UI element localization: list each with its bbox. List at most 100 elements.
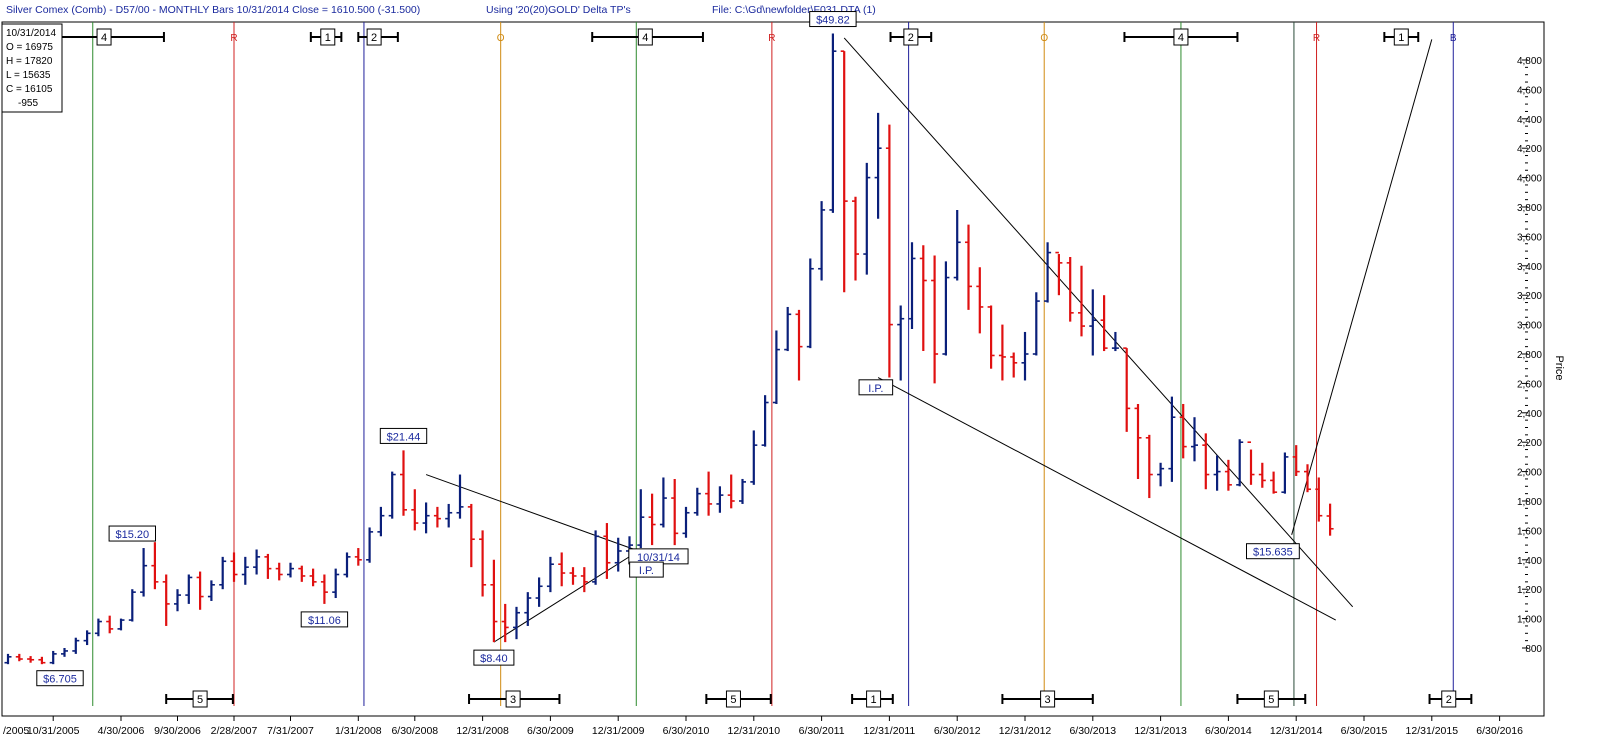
label-text: $15.20 [115,529,149,541]
bottom-cycle-marker: 1 [851,690,894,708]
bottom-cycle-marker: 5 [1236,690,1307,708]
label-box [108,525,156,542]
ohlc-bar [908,242,916,330]
ohlc-bar [818,201,826,281]
ohlc-bar [716,486,724,513]
ohlc-bar [479,530,487,597]
bottom-cycle-marker: 5 [705,690,772,708]
ohlc-bar [275,562,283,581]
y-tick-label: 3,600 [1517,232,1542,243]
x-tick-label: 6/30/2013 [1069,725,1116,737]
ohlc-bar [953,209,961,281]
ohlc-bar [196,571,204,610]
ohlc-bar [1021,331,1029,381]
ohlc-bar [320,574,328,604]
ohlc-bar [546,556,554,593]
y-tick-label: 4,800 [1517,56,1542,67]
ohlc-bar [264,553,272,579]
ohlc-bar [614,537,622,572]
ohlc-change: -955 [18,98,38,109]
ohlc-bar [1100,295,1108,352]
marker-label: 2 [1446,694,1452,706]
ohlc-bar [1326,503,1334,536]
ohlc-bar [1281,452,1289,494]
ohlc-bar [400,450,407,516]
ohlc-bar [162,574,170,626]
ohlc-bar [931,255,939,384]
trendlines [425,37,1433,643]
trendline [877,377,1336,621]
marker-box [1040,690,1056,708]
ohlc-bar [1202,433,1210,490]
marker-label: 4 [1178,32,1184,44]
y-tick-label: 3,800 [1517,203,1542,214]
marker-label: 4 [642,32,648,44]
y-tick-label: 4,000 [1517,174,1542,185]
y-tick-label: 1,600 [1517,526,1542,537]
bottom-cycle-marker: 3 [468,690,561,708]
marker-box [1173,28,1189,46]
ohlc-bar [1157,462,1165,487]
label-box [1246,543,1300,560]
ohlc-bar [61,648,68,657]
trendline [425,474,639,552]
ohlc-bar [1078,265,1085,337]
price-extreme-label: $15.20 [108,525,156,542]
ohlc-bar [897,305,905,381]
label-text: $11.06 [308,615,341,627]
plot-frame[interactable] [1,21,1545,717]
ohlc-bar [1089,289,1097,356]
ohlc-bar [580,567,588,593]
x-tick-label: 1/31/2008 [335,725,382,737]
ohlc-bar [49,650,57,665]
ohlc-bar [445,503,453,528]
label-box [473,649,515,666]
ohlc-bar [1145,434,1153,499]
cycle-letter-label: O [1040,33,1048,44]
trendline [843,37,1354,608]
ohlc-bar [298,565,306,582]
ohlc-bar [558,552,566,587]
ohlc-bar [727,474,735,509]
ohlc-bar [4,653,12,665]
label-text: I.P. [868,383,883,395]
price-labels: $6.705 $15.20 $11.06 $21.44 $8.40 $49.82 $15.6… [36,11,1300,687]
x-tick-label: 6/30/2015 [1341,725,1388,737]
x-tick-label: 12/31/2015 [1406,725,1459,737]
top-cycle-marker: 4 [1123,28,1239,46]
x-tick-label: 7/31/2007 [267,725,314,737]
price-extreme-label: $11.06 [300,611,349,628]
ohlc-bar [1270,471,1278,494]
top-cycle-marker: 1 [1383,28,1420,46]
ohlc-bar [1258,462,1266,488]
label-text: $21.44 [387,431,421,443]
ohlc-bar [806,258,814,349]
y-axis-title: Price [1553,355,1565,380]
marker-box [96,28,112,46]
marker-label: 1 [325,32,331,44]
ohlc-bar [1123,347,1131,432]
price-extreme-label: $21.44 [379,427,428,444]
marker-label: 3 [1045,694,1051,706]
ohlc-bar [422,502,430,534]
ohlc-bar [637,489,645,549]
ohlc-bar [535,577,543,607]
ohlc-bar [1168,396,1176,482]
y-tick-label: 1,800 [1517,497,1542,508]
y-axis: 800 1,000 1,200 1,400 1,600 1,800 2,000 2,200 2,… [1517,56,1542,655]
ohlc-bar [1213,455,1221,491]
ohlc-bar [343,552,351,578]
ohlc-bar [569,567,577,585]
ohlc-bar [648,493,656,546]
label-text: $6.705 [43,674,77,686]
marker-box [192,690,208,708]
ohlc-bar [1224,459,1232,491]
marker-box [903,28,919,46]
y-tick-label: 1,000 [1517,615,1542,626]
y-tick-label: 3,000 [1517,321,1542,332]
ohlc-bar [1032,292,1040,356]
y-tick-label: 1,200 [1517,585,1542,596]
ohlc-bar [1134,403,1142,479]
ohlc-bar [106,615,114,634]
